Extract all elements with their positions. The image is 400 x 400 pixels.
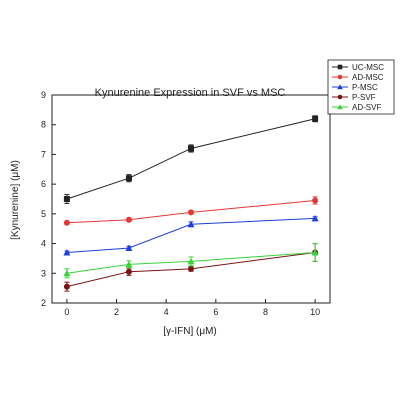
axis-ticks: 0 2 4 6 8 10 2 3 4 5 6 7 8 9 [41,90,320,317]
series-point [125,244,133,252]
x-tick-label: 8 [263,307,268,317]
legend-label: UC-MSC [352,63,384,72]
y-tick-label: 6 [41,179,46,189]
series-point [187,220,195,228]
legend-label: P-SVF [352,93,376,102]
series-point [63,219,70,226]
series-point [187,257,195,265]
series-line [66,217,316,253]
series-p-msc [63,214,319,256]
y-tick-label: 3 [41,268,46,278]
series-point [311,248,319,256]
y-tick-label: 5 [41,209,46,219]
series-point [188,145,194,152]
series-point [337,104,343,110]
y-tick-label: 8 [41,120,46,130]
series-point [125,216,132,223]
x-tick-label: 4 [164,307,169,317]
series-point [188,265,194,272]
series-line [66,118,316,200]
plot-frame [51,94,331,304]
legend-label: AD-SVF [352,103,381,112]
series-line [66,199,316,224]
series-point [311,214,319,222]
x-tick-label: 2 [114,307,119,317]
chart-title: Kynurenine Expression in SVF vs MSC [95,87,286,99]
series-uc-msc [63,115,319,204]
series-point [125,268,132,275]
series-point [337,74,343,80]
series-point [63,248,71,256]
series-line [66,251,316,274]
x-tick-label: 0 [64,307,69,317]
y-tick-label: 7 [41,149,46,159]
series-point [125,175,132,182]
y-tick-label: 4 [41,239,46,249]
series-point [125,260,133,268]
series-point [63,269,71,277]
series-ad-msc [63,196,319,226]
x-axis-label: [γ-IFN] (μM) [163,326,217,337]
series-p-svf [63,243,319,292]
legend-label: AD-MSC [352,73,384,82]
legend-label: P-MSC [352,83,378,92]
series-point [312,115,319,122]
y-tick-label: 9 [41,90,46,100]
series-point [337,84,343,90]
y-tick-label: 2 [41,298,46,308]
series-ad-svf [63,243,319,279]
x-tick-label: 10 [310,307,320,317]
series-point [63,196,70,202]
series-point [337,94,343,100]
series-line [66,251,316,288]
series-layer [63,115,319,292]
y-axis-label: [Kynurenine] (μM) [10,160,21,240]
x-tick-label: 6 [213,307,218,317]
series-point [63,283,70,290]
series-point [188,209,194,216]
series-point [337,64,343,70]
series-point [312,197,319,204]
